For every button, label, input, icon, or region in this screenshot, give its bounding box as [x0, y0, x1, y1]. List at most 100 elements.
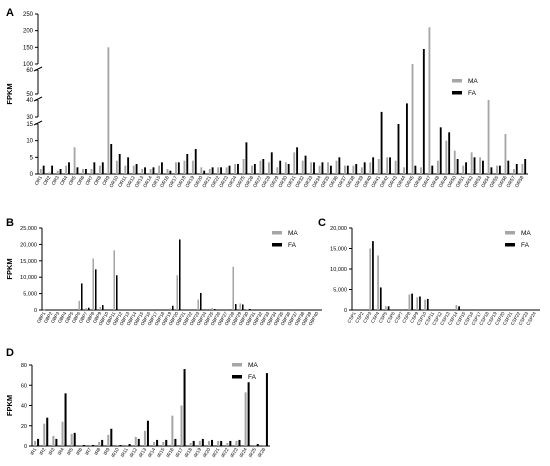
x-tick-label: OBP9: [92, 311, 103, 324]
x-tick-label: IR14: [147, 447, 157, 459]
bar-fa-or36: [338, 157, 341, 174]
x-tick-label: OR57: [506, 175, 518, 189]
x-tick-label: OR20: [193, 175, 205, 189]
x-tick-label: OBP20: [168, 311, 180, 327]
bar-fa-ir17: [183, 369, 186, 446]
bar-fa-obp7: [88, 307, 90, 310]
y-tick-label: 80: [21, 363, 27, 369]
y-tick-label: 0: [24, 444, 27, 450]
legend-swatch-ma: [232, 363, 242, 367]
bar-ma-ir16: [171, 415, 174, 446]
x-tick-label: OR19: [185, 175, 197, 189]
x-tick-label: OR15: [151, 175, 163, 189]
y-tick-label: 5: [30, 155, 34, 161]
legend-label-ma: MA: [288, 230, 298, 237]
x-tick-label: OBP16: [140, 311, 152, 327]
bar-ma-ir9: [107, 434, 110, 446]
panel-c: C05,00010,00015,00020,000CSP1CSP2CSP3CSP…: [318, 217, 540, 326]
bar-fa-or53: [482, 160, 484, 174]
y-tick-label: 25,000: [20, 226, 37, 232]
x-tick-label: OR2: [42, 175, 52, 187]
bar-fa-ir5: [73, 432, 76, 446]
bar-fa-obp25: [214, 309, 216, 310]
x-tick-label: OBP32: [252, 311, 264, 327]
bar-ma-obp8: [92, 258, 94, 310]
x-tick-label: IR20: [202, 447, 212, 459]
bar-ma-ir20: [207, 440, 210, 446]
bar-ma-or30: [284, 162, 287, 174]
bar-ma-or13: [141, 169, 144, 174]
x-tick-label: IR2: [39, 447, 48, 457]
x-tick-label: OR34: [311, 175, 323, 189]
x-tick-label: IR12: [129, 447, 139, 459]
bar-fa-or46: [422, 49, 425, 174]
bar-ma-or44: [403, 167, 405, 174]
y-tick-label: 0: [344, 308, 347, 314]
bar-ma-or37: [344, 165, 346, 174]
bar-fa-obp11: [116, 275, 118, 310]
x-tick-label: CSP16: [463, 311, 475, 326]
bar-ma-or38: [352, 165, 355, 174]
x-tick-label: CSP1: [346, 311, 357, 324]
x-tick-label: OR52: [463, 175, 475, 189]
bar-ma-ir18: [189, 442, 192, 446]
bar-ma-or9: [107, 47, 110, 175]
bar-fa-or26: [253, 164, 256, 174]
x-tick-label: CSP18: [478, 311, 490, 326]
y-tick-label: 60: [21, 383, 27, 389]
legend-swatch-fa: [272, 243, 282, 247]
bar-ma-ir4: [61, 421, 64, 446]
bar-fa-or30: [287, 164, 290, 174]
bar-fa-or48: [439, 127, 442, 174]
x-tick-label: CSP22: [510, 311, 522, 326]
x-tick-label: OR7: [85, 175, 95, 187]
bar-ma-or25: [242, 159, 245, 174]
x-tick-label: CSP11: [424, 311, 436, 326]
x-tick-label: OBP19: [161, 311, 173, 327]
bar-fa-obp9: [102, 305, 104, 310]
x-tick-label: OR30: [277, 175, 289, 189]
x-tick-label: OR44: [396, 175, 408, 189]
x-tick-label: OR28: [261, 175, 273, 189]
bar-fa-ir11: [128, 443, 131, 446]
bar-fa-or55: [498, 165, 501, 174]
bar-fa-or6: [84, 169, 87, 174]
bar-ma-or20: [200, 167, 203, 174]
bar-fa-csp9: [419, 296, 421, 310]
x-tick-label: CSP23: [518, 311, 530, 326]
bar-fa-or23: [228, 165, 231, 174]
bar-ma-ir1: [34, 440, 37, 446]
bar-ma-or29: [276, 167, 279, 174]
x-tick-label: CSP14: [447, 311, 459, 326]
bar-fa-obp30: [249, 309, 251, 310]
bar-ma-or42: [386, 157, 389, 174]
x-tick-label: OR51: [455, 175, 467, 189]
x-tick-label: CSP17: [471, 311, 483, 326]
panel-letter: B: [6, 217, 14, 229]
x-tick-label: IR11: [120, 447, 130, 459]
bar-ma-csp10: [424, 299, 426, 310]
x-tick-label: OR40: [362, 175, 374, 189]
bar-fa-or58: [524, 159, 527, 174]
y-tick-label: 50: [26, 92, 33, 98]
y-tick-label: 0: [34, 308, 37, 314]
x-tick-label: OR35: [320, 175, 332, 189]
bar-ma-csp3: [369, 248, 372, 310]
x-tick-label: IR15: [156, 447, 166, 459]
bar-ma-ir15: [162, 441, 165, 446]
y-tick-label: 40: [21, 404, 27, 410]
bar-ma-or23: [225, 167, 228, 174]
bar-fa-or45: [414, 165, 417, 174]
bar-ma-or41: [377, 159, 380, 174]
bar-fa-or12: [135, 164, 138, 174]
x-tick-label: OBP25: [203, 311, 215, 327]
x-tick-label: OR45: [404, 175, 416, 189]
bar-ma-or32: [301, 160, 304, 174]
x-tick-label: OR12: [125, 175, 137, 189]
legend-label-fa: FA: [521, 242, 530, 249]
x-tick-label: IR7: [84, 447, 93, 457]
bar-fa-or11: [127, 157, 130, 174]
bar-ma-or24: [234, 164, 237, 174]
legend-swatch-fa: [452, 91, 462, 95]
bar-ma-or34: [318, 165, 321, 174]
